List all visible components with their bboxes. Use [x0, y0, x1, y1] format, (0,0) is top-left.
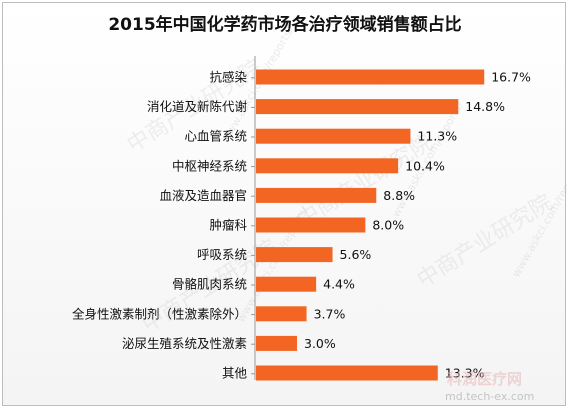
category-label: 血液及造血器官: [159, 188, 247, 203]
chart-canvas: 2015年中国化学药市场各治疗领域销售额占比 中商产业研究院www.askci.…: [72, 14, 567, 403]
category-label: 泌尿生殖系统及性激素: [122, 336, 247, 351]
bar: [256, 99, 459, 115]
bar: [256, 247, 333, 263]
data-label: 3.0%: [304, 336, 336, 351]
bar: [256, 158, 399, 174]
category-label: 消化道及新陈代谢: [147, 99, 247, 114]
data-label: 4.4%: [323, 277, 355, 292]
corner-watermark-text: 科润医疗网: [447, 370, 522, 388]
data-label: 5.6%: [340, 247, 372, 262]
data-label: 14.8%: [465, 99, 505, 114]
data-label: 10.4%: [405, 158, 445, 173]
corner-watermark-url: md.tech-ex.com: [445, 390, 534, 403]
data-label: 13.3%: [445, 366, 485, 381]
bar: [256, 365, 438, 381]
bar: [256, 217, 366, 233]
category-label: 肿瘤科: [209, 218, 247, 233]
chart-title: 2015年中国化学药市场各治疗领域销售额占比: [108, 14, 461, 35]
data-label: 11.3%: [417, 129, 457, 144]
category-label: 中枢神经系统: [172, 158, 247, 173]
category-label: 抗感染: [209, 70, 247, 85]
category-label: 全身性激素制剂（性激素除外）: [72, 306, 247, 321]
data-label: 8.8%: [383, 188, 415, 203]
bar: [256, 187, 377, 203]
category-label: 骨骼肌肉系统: [172, 277, 247, 292]
data-label: 16.7%: [491, 70, 531, 85]
bar: [256, 128, 411, 144]
bar: [256, 306, 307, 322]
chart-frame: 2015年中国化学药市场各治疗领域销售额占比 中商产业研究院www.askci.…: [2, 2, 567, 406]
bars-group: 抗感染 16.7% 消化道及新陈代谢 14.8% 心血管系统 11.3% 中枢神经系统 10.…: [72, 69, 531, 381]
category-label: 呼吸系统: [197, 247, 247, 262]
category-label: 心血管系统: [184, 129, 247, 144]
category-label: 其他: [222, 366, 248, 381]
data-label: 3.7%: [314, 306, 346, 321]
data-label: 8.0%: [372, 218, 404, 233]
bar: [256, 335, 297, 351]
bar: [256, 69, 485, 85]
bar: [256, 276, 317, 292]
